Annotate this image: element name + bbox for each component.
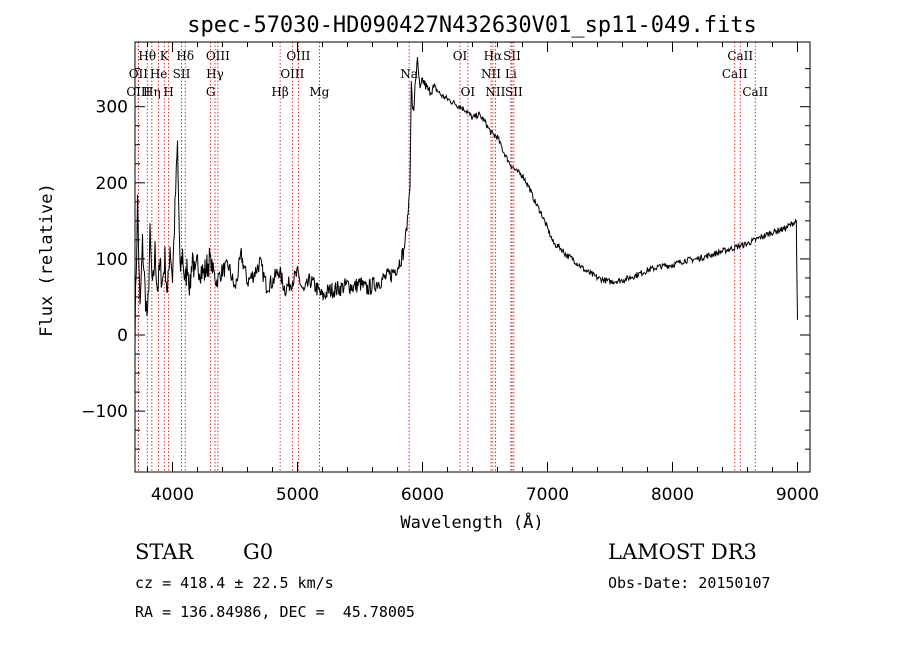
- x-axis-label: Wavelength (Å): [400, 511, 543, 533]
- y-tick-label: 0: [117, 326, 128, 346]
- object-subclass: G0: [243, 540, 274, 564]
- x-tick-label: 8000: [651, 485, 694, 505]
- x-tick-label: 6000: [401, 485, 444, 505]
- x-tick-label: 7000: [526, 485, 569, 505]
- line-label-nii: NII: [481, 67, 501, 81]
- y-tick-label: 200: [96, 174, 128, 194]
- observation-date: Obs-Date: 20150107: [608, 574, 771, 592]
- object-class: STAR: [135, 540, 194, 564]
- line-label-li: Li: [505, 67, 517, 81]
- line-label-mg: Mg: [309, 85, 329, 99]
- chart-title: spec-57030-HD090427N432630V01_sp11-049.f…: [187, 13, 757, 38]
- x-tick-label: 9000: [776, 485, 819, 505]
- axis-ticks: 4000 5000 6000 7000 8000 9000 −100 0 100 200 300: [81, 42, 819, 505]
- line-label-oiii: OIII: [206, 49, 230, 63]
- line-label-caii: CaII: [727, 49, 753, 63]
- survey-name: LAMOST DR3: [608, 540, 757, 564]
- line-label-sii: SII: [503, 49, 521, 63]
- line-label-caii: CaII: [742, 85, 768, 99]
- line-label-hγ: Hγ: [206, 67, 224, 81]
- y-tick-label: 100: [96, 250, 128, 270]
- line-label-hα: Hα: [484, 49, 503, 63]
- line-label-sii: SII: [505, 85, 523, 99]
- spectral-line-markers: OIIOIIIHθHηHeKHSIIHδHγGOIIIHβOIIIOIIIMgN…: [126, 42, 768, 472]
- line-label-g: G: [206, 85, 216, 99]
- line-label-na: Na: [400, 67, 418, 81]
- y-tick-label: 300: [96, 98, 128, 118]
- coordinates: RA = 136.84986, DEC = 45.78005: [135, 603, 415, 621]
- plot-frame: [134, 41, 811, 473]
- line-label-oiii: OIII: [280, 67, 304, 81]
- x-tick-label: 4000: [151, 485, 194, 505]
- x-tick-label: 5000: [276, 485, 319, 505]
- line-label-hβ: Hβ: [271, 85, 288, 99]
- redshift-value: cz = 418.4 ± 22.5 km/s: [135, 574, 334, 592]
- line-label-k: K: [160, 49, 170, 63]
- line-label-oi: OI: [461, 85, 476, 99]
- line-label-caii: CaII: [722, 67, 748, 81]
- line-label-hδ: Hδ: [176, 49, 194, 63]
- spectrum-trace: [134, 57, 798, 347]
- line-label-oiii: OIII: [286, 49, 310, 63]
- line-label-hθ: Hθ: [138, 49, 156, 63]
- line-label-oi: OI: [453, 49, 468, 63]
- line-label-oiii: OIII: [126, 85, 150, 99]
- y-axis-label: Flux (relative): [37, 183, 57, 337]
- line-label-sii: SII: [173, 67, 191, 81]
- line-label-h: H: [163, 85, 173, 99]
- line-label-hη: Hη: [143, 85, 161, 99]
- line-label-nii: NII: [485, 85, 505, 99]
- y-tick-label: −100: [81, 402, 128, 422]
- line-label-he: He: [150, 67, 168, 81]
